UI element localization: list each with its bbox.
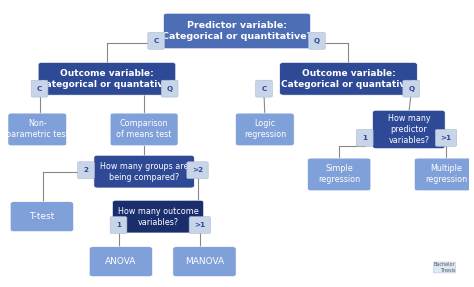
FancyBboxPatch shape <box>78 162 94 179</box>
FancyBboxPatch shape <box>356 129 373 146</box>
Text: Multiple
regression: Multiple regression <box>425 164 467 185</box>
Text: >1: >1 <box>194 222 205 228</box>
Text: How many
predictor
variables?: How many predictor variables? <box>388 114 430 145</box>
FancyBboxPatch shape <box>236 113 294 146</box>
Text: Q: Q <box>166 86 173 92</box>
FancyBboxPatch shape <box>8 113 66 146</box>
Text: How many groups are
being compared?: How many groups are being compared? <box>100 162 188 182</box>
FancyBboxPatch shape <box>280 63 417 95</box>
Text: Q: Q <box>408 86 414 92</box>
Text: Comparison
of means test: Comparison of means test <box>117 119 172 139</box>
FancyBboxPatch shape <box>112 200 203 233</box>
Text: C: C <box>261 86 267 92</box>
FancyBboxPatch shape <box>89 247 153 277</box>
FancyBboxPatch shape <box>308 158 371 191</box>
FancyBboxPatch shape <box>435 129 457 146</box>
FancyBboxPatch shape <box>31 80 48 97</box>
FancyBboxPatch shape <box>110 113 178 146</box>
Text: Non-
parametric test: Non- parametric test <box>6 119 69 139</box>
Text: Q: Q <box>314 38 320 44</box>
Text: C: C <box>154 38 159 44</box>
Text: 2: 2 <box>83 167 89 173</box>
FancyBboxPatch shape <box>403 80 419 97</box>
Text: Predictor variable:
Categorical or quantitative?: Predictor variable: Categorical or quant… <box>162 21 312 41</box>
FancyBboxPatch shape <box>373 110 445 149</box>
FancyBboxPatch shape <box>173 247 236 277</box>
Text: C: C <box>37 86 42 92</box>
FancyBboxPatch shape <box>110 217 127 234</box>
Text: Logic
regression: Logic regression <box>244 119 286 139</box>
FancyBboxPatch shape <box>187 162 208 179</box>
Text: MANOVA: MANOVA <box>185 257 224 266</box>
Text: Simple
regression: Simple regression <box>318 164 360 185</box>
Text: >2: >2 <box>192 167 203 173</box>
Text: T-test: T-test <box>29 212 55 221</box>
FancyBboxPatch shape <box>189 217 210 234</box>
Text: 1: 1 <box>362 135 367 141</box>
Text: 1: 1 <box>116 222 121 228</box>
FancyBboxPatch shape <box>10 202 73 232</box>
FancyBboxPatch shape <box>161 80 178 97</box>
Text: Outcome variable:
Categorical or quantative?: Outcome variable: Categorical or quantat… <box>39 69 175 89</box>
FancyBboxPatch shape <box>148 32 164 49</box>
FancyBboxPatch shape <box>164 13 310 49</box>
Text: ANOVA: ANOVA <box>105 257 137 266</box>
FancyBboxPatch shape <box>309 32 325 49</box>
FancyBboxPatch shape <box>38 63 176 95</box>
FancyBboxPatch shape <box>255 80 272 97</box>
Text: Bachelor
Thesis: Bachelor Thesis <box>434 262 456 273</box>
FancyBboxPatch shape <box>414 158 474 191</box>
Text: Outcome variable:
Categorical or quantative?: Outcome variable: Categorical or quantat… <box>281 69 416 89</box>
FancyBboxPatch shape <box>94 155 194 188</box>
Text: >1: >1 <box>440 135 452 141</box>
Text: How many outcome
variables?: How many outcome variables? <box>118 207 199 227</box>
